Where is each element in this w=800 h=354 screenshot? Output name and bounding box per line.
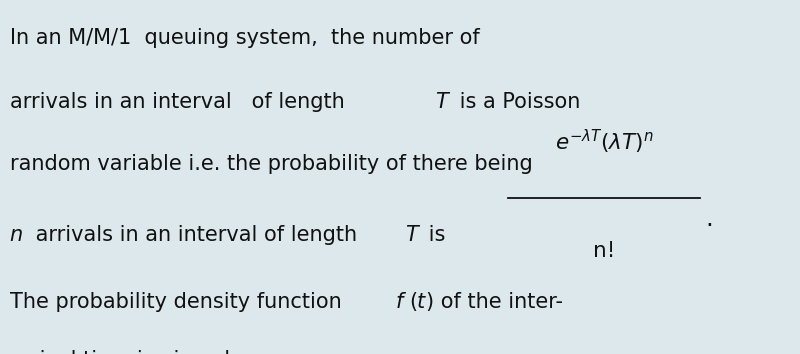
Text: ) of the inter-: ) of the inter- [426,292,563,312]
Text: is: is [422,225,446,245]
Text: T: T [405,225,418,245]
Text: is a Poisson: is a Poisson [453,92,580,112]
Text: n!: n! [593,241,615,261]
Text: random variable i.e. the probability of there being: random variable i.e. the probability of … [10,154,532,174]
Text: f: f [395,292,402,312]
Text: n: n [10,225,23,245]
Text: The probability density function: The probability density function [10,292,348,312]
Text: (: ( [409,292,417,312]
Text: $e^{-\lambda T}(\lambda T)^n$: $e^{-\lambda T}(\lambda T)^n$ [554,127,654,156]
Text: arrivals in an interval of length: arrivals in an interval of length [29,225,363,245]
Text: arrival time is given by: arrival time is given by [10,350,250,354]
Text: T: T [435,92,448,112]
Text: In an M/M/1  queuing system,  the number of: In an M/M/1 queuing system, the number o… [10,28,479,48]
Text: t: t [417,292,425,312]
Text: .: . [706,207,714,232]
Text: arrivals in an interval   of length: arrivals in an interval of length [10,92,351,112]
